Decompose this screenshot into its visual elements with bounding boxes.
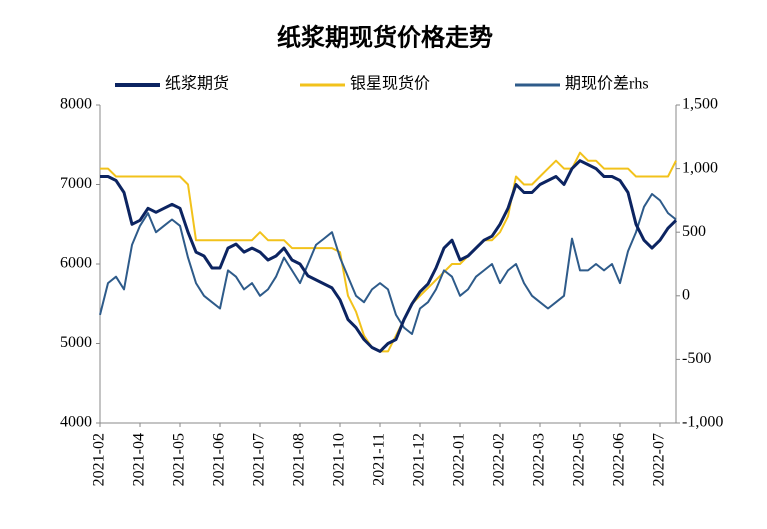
- y-tick-label: 7000: [60, 175, 92, 192]
- x-tick-label: 2021-02: [91, 433, 108, 486]
- y-tick-label: 5000: [60, 334, 92, 351]
- y2-tick-label: 1,500: [682, 96, 718, 113]
- y-tick-label: 6000: [60, 255, 92, 272]
- x-tick-label: 2022-03: [531, 433, 548, 486]
- x-tick-label: 2021-12: [411, 433, 428, 486]
- x-tick-label: 2022-02: [491, 433, 508, 486]
- series-line: [100, 151, 677, 353]
- legend-label: 期现价差rhs: [565, 75, 649, 93]
- x-tick-label: 2021-07: [251, 433, 268, 486]
- y2-tick-label: -500: [682, 350, 711, 367]
- y2-tick-label: 0: [682, 286, 690, 303]
- x-tick-label: 2021-06: [211, 433, 228, 486]
- y2-tick-label: -1,000: [682, 414, 723, 431]
- x-tick-label: 2022-01: [451, 433, 468, 486]
- x-tick-label: 2021-04: [131, 433, 148, 486]
- x-tick-label: 2021-05: [171, 433, 188, 486]
- series-line: [100, 159, 678, 353]
- y2-tick-label: 1,000: [682, 159, 718, 176]
- chart-title: 纸浆期现货价格走势: [277, 24, 493, 52]
- legend-label: 银星现货价: [350, 75, 430, 93]
- y-tick-label: 4000: [60, 414, 92, 431]
- x-tick-label: 2021-10: [331, 433, 348, 486]
- y2-tick-label: 500: [682, 223, 706, 240]
- y-tick-label: 8000: [60, 96, 92, 113]
- x-tick-label: 2022-06: [611, 433, 628, 486]
- x-tick-label: 2021-08: [291, 433, 308, 486]
- x-tick-label: 2021-11: [371, 433, 388, 486]
- x-tick-label: 2022-05: [571, 433, 588, 486]
- legend-label: 纸浆期货: [165, 75, 229, 93]
- series-line: [99, 193, 677, 335]
- x-tick-label: 2022-07: [651, 433, 668, 486]
